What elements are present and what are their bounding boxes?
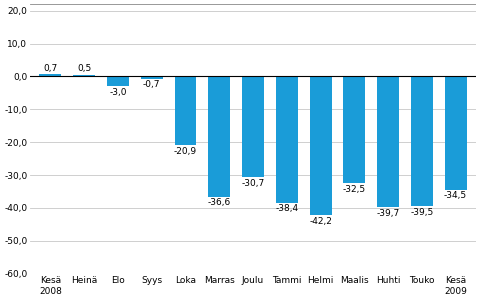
Bar	[208, 76, 230, 197]
Text: -3,0: -3,0	[109, 88, 127, 97]
Bar	[175, 76, 196, 145]
Bar	[310, 76, 332, 215]
Text: -32,5: -32,5	[343, 185, 366, 194]
Text: -34,5: -34,5	[444, 191, 467, 200]
Bar	[411, 76, 433, 206]
Bar	[377, 76, 399, 207]
Bar	[276, 76, 298, 203]
Bar	[73, 75, 95, 76]
Text: -20,9: -20,9	[174, 147, 197, 156]
Bar	[444, 76, 467, 190]
Text: -30,7: -30,7	[241, 179, 264, 188]
Text: -38,4: -38,4	[275, 204, 299, 213]
Text: -42,2: -42,2	[309, 217, 332, 226]
Text: 0,5: 0,5	[77, 64, 91, 73]
Bar	[107, 76, 129, 86]
Text: -39,7: -39,7	[376, 208, 400, 217]
Text: 0,7: 0,7	[43, 64, 58, 73]
Text: -36,6: -36,6	[208, 198, 231, 207]
Text: -0,7: -0,7	[143, 80, 160, 89]
Bar	[242, 76, 264, 177]
Bar	[343, 76, 365, 183]
Bar	[39, 74, 61, 76]
Text: -39,5: -39,5	[410, 208, 433, 217]
Bar	[141, 76, 163, 79]
